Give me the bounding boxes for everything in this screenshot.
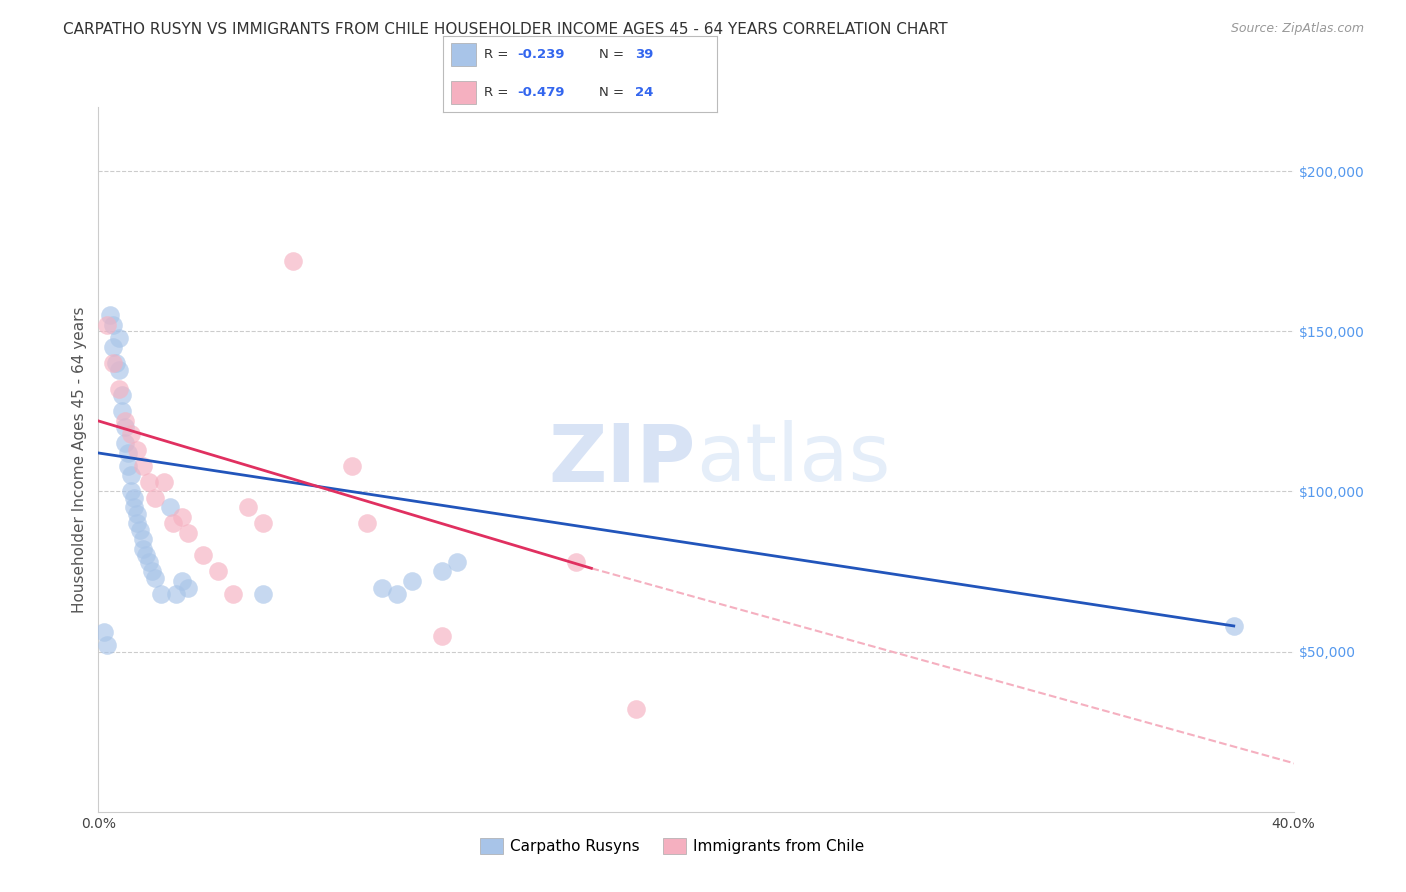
Point — [626, 702, 648, 716]
Point — [93, 625, 115, 640]
Point — [1223, 619, 1246, 633]
Point — [103, 318, 125, 332]
Point — [371, 581, 394, 595]
Point — [207, 565, 229, 579]
Point — [165, 587, 187, 601]
Point — [114, 414, 136, 428]
Text: R =: R = — [484, 86, 513, 99]
Text: 39: 39 — [636, 48, 654, 62]
Point — [105, 356, 128, 370]
FancyBboxPatch shape — [451, 44, 475, 66]
Point — [281, 253, 304, 268]
Point — [129, 523, 152, 537]
Point — [120, 468, 142, 483]
Point — [141, 565, 163, 579]
Text: R =: R = — [484, 48, 513, 62]
Legend: Carpatho Rusyns, Immigrants from Chile: Carpatho Rusyns, Immigrants from Chile — [474, 832, 870, 861]
Point — [103, 340, 125, 354]
Text: N =: N = — [599, 86, 628, 99]
Point — [117, 458, 139, 473]
Point — [103, 356, 125, 370]
Point — [117, 446, 139, 460]
Text: Source: ZipAtlas.com: Source: ZipAtlas.com — [1230, 22, 1364, 36]
Point — [120, 484, 142, 499]
Text: 24: 24 — [636, 86, 654, 99]
Point — [111, 388, 134, 402]
Point — [124, 491, 146, 505]
Point — [98, 308, 122, 322]
Point — [222, 587, 245, 601]
Point — [127, 442, 149, 457]
Point — [162, 516, 184, 531]
Point — [143, 491, 166, 505]
Text: -0.479: -0.479 — [517, 86, 564, 99]
Point — [111, 404, 134, 418]
Point — [132, 542, 155, 557]
Text: -0.239: -0.239 — [517, 48, 564, 62]
Point — [132, 458, 155, 473]
Point — [236, 500, 259, 515]
Point — [143, 571, 166, 585]
Point — [153, 475, 176, 489]
Point — [96, 638, 118, 652]
Point — [96, 318, 118, 332]
Point — [132, 533, 155, 547]
Point — [191, 549, 214, 563]
Text: atlas: atlas — [696, 420, 890, 499]
Point — [138, 475, 160, 489]
Point — [356, 516, 378, 531]
Text: N =: N = — [599, 48, 628, 62]
Point — [114, 436, 136, 450]
Point — [108, 331, 131, 345]
Point — [430, 628, 453, 642]
Point — [127, 516, 149, 531]
Y-axis label: Householder Income Ages 45 - 64 years: Householder Income Ages 45 - 64 years — [72, 306, 87, 613]
Point — [127, 507, 149, 521]
Point — [108, 382, 131, 396]
Point — [159, 500, 181, 515]
Text: CARPATHO RUSYN VS IMMIGRANTS FROM CHILE HOUSEHOLDER INCOME AGES 45 - 64 YEARS CO: CARPATHO RUSYN VS IMMIGRANTS FROM CHILE … — [63, 22, 948, 37]
Point — [138, 555, 160, 569]
Point — [120, 426, 142, 441]
Point — [108, 362, 131, 376]
Point — [342, 458, 364, 473]
Point — [172, 510, 194, 524]
Point — [135, 549, 157, 563]
Point — [252, 516, 274, 531]
Point — [565, 555, 588, 569]
Point — [114, 420, 136, 434]
FancyBboxPatch shape — [451, 81, 475, 104]
Point — [150, 587, 173, 601]
Point — [177, 581, 200, 595]
Point — [172, 574, 194, 588]
Text: ZIP: ZIP — [548, 420, 696, 499]
Point — [446, 555, 468, 569]
Point — [252, 587, 274, 601]
Point — [430, 565, 453, 579]
Point — [124, 500, 146, 515]
Point — [177, 526, 200, 541]
Point — [385, 587, 409, 601]
Point — [401, 574, 423, 588]
